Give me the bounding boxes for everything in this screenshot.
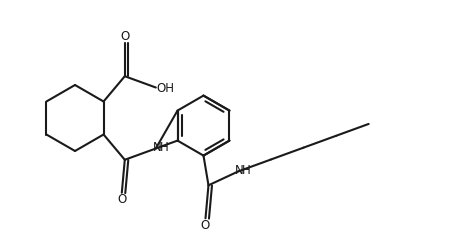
Text: O: O [117,193,126,206]
Text: O: O [120,30,130,43]
Text: N: N [153,141,161,154]
Text: N: N [235,164,244,177]
Text: H: H [159,141,168,154]
Text: H: H [242,164,251,177]
Text: O: O [201,219,210,232]
Text: OH: OH [157,82,175,95]
